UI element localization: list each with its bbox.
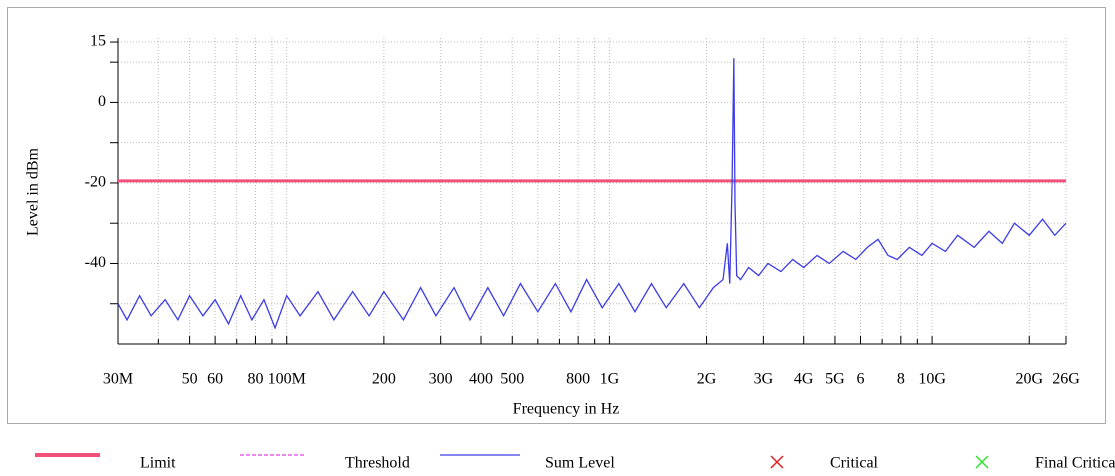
x-tick-label: 60 bbox=[207, 371, 223, 388]
x-tick-label: 26G bbox=[1052, 371, 1080, 388]
x-tick-label: 20G bbox=[1015, 371, 1043, 388]
y-tick-label: -40 bbox=[85, 254, 106, 271]
x-tick-label: 800 bbox=[566, 371, 590, 388]
x-tick-label: 500 bbox=[500, 371, 524, 388]
y-axis-label: Level in dBm bbox=[25, 147, 42, 236]
x-tick-label: 1G bbox=[600, 371, 620, 388]
x-tick-label: 6 bbox=[857, 371, 865, 388]
x-tick-label: 200 bbox=[372, 371, 396, 388]
legend-label: Sum Level bbox=[545, 455, 615, 472]
x-tick-label: 300 bbox=[429, 371, 453, 388]
legend-label: Threshold bbox=[345, 455, 410, 472]
series-line bbox=[117, 58, 1067, 330]
legend-symbol bbox=[975, 455, 989, 469]
frame bbox=[7, 7, 1106, 424]
x-tick-label: 4G bbox=[794, 371, 814, 388]
x-tick-label: 30M bbox=[103, 371, 133, 388]
x-tick-label: 400 bbox=[469, 371, 493, 388]
x-tick-label: 80 bbox=[247, 371, 263, 388]
x-tick-label: 10G bbox=[918, 371, 946, 388]
x-tick-label: 100M bbox=[268, 371, 306, 388]
x-tick-label: 2G bbox=[697, 371, 717, 388]
legend-symbol bbox=[770, 455, 784, 469]
x-tick-label: 8 bbox=[897, 371, 905, 388]
x-axis-label: Frequency in Hz bbox=[513, 401, 620, 418]
legend-label: Limit bbox=[140, 455, 176, 472]
y-tick-label: -20 bbox=[85, 174, 106, 191]
x-tick-label: 50 bbox=[182, 371, 198, 388]
y-tick-label: 15 bbox=[90, 33, 106, 50]
y-tick-label: 0 bbox=[98, 93, 106, 110]
x-tick-label: 5G bbox=[825, 371, 845, 388]
x-tick-label: 3G bbox=[754, 371, 774, 388]
legend-label: Critical bbox=[830, 455, 879, 472]
legend-label: Final Critical bbox=[1035, 455, 1115, 472]
